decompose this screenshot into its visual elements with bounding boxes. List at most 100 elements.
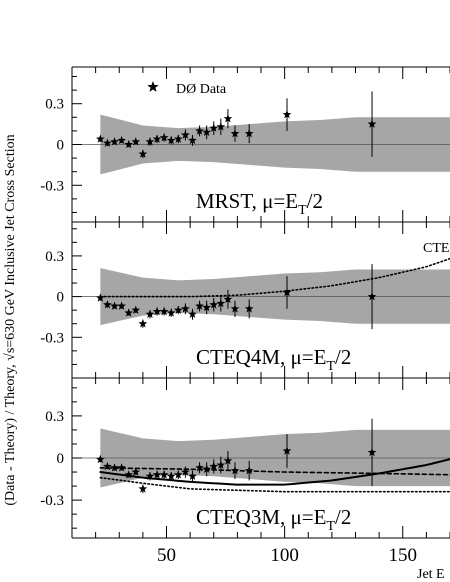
x-tick-label: 50 bbox=[157, 545, 176, 566]
data-point bbox=[216, 122, 226, 131]
panel-title-main: CTEQ3M, μ=E bbox=[196, 505, 326, 529]
data-point bbox=[152, 134, 162, 143]
data-point bbox=[138, 484, 148, 493]
curve-label: CTE bbox=[423, 241, 449, 256]
theory-curve-1 bbox=[99, 457, 450, 486]
data-point bbox=[367, 292, 377, 301]
data-point bbox=[202, 127, 212, 136]
data-point bbox=[159, 133, 169, 142]
data-point bbox=[131, 467, 141, 476]
y-tick-label: 0.3 bbox=[45, 249, 64, 265]
data-point bbox=[181, 130, 190, 139]
data-point bbox=[216, 460, 226, 469]
y-tick-label: 0.3 bbox=[45, 409, 64, 425]
theory-curve-3 bbox=[99, 476, 450, 493]
data-point bbox=[152, 470, 162, 479]
data-point bbox=[173, 134, 183, 143]
data-point bbox=[138, 149, 148, 158]
x-tick-label: 100 bbox=[270, 545, 299, 566]
data-point bbox=[209, 461, 219, 471]
panel-title-tail: /2 bbox=[335, 345, 351, 369]
data-point bbox=[209, 300, 219, 309]
data-point bbox=[173, 305, 183, 314]
theory-curve-1 bbox=[99, 257, 450, 298]
data-point bbox=[282, 287, 292, 297]
data-point bbox=[282, 446, 292, 455]
data-point bbox=[110, 463, 119, 472]
data-point bbox=[173, 470, 183, 479]
data-point bbox=[159, 306, 169, 316]
data-point bbox=[145, 309, 155, 318]
data-point bbox=[131, 137, 141, 146]
panel-title-subscript: T bbox=[298, 203, 307, 218]
panel-3: 0.3 0 -0.3 CTEQ3M, μ=ET/2 bbox=[40, 377, 450, 539]
data-point bbox=[95, 293, 105, 302]
data-point bbox=[117, 135, 126, 145]
data-point bbox=[181, 304, 190, 313]
x-tick-label: 150 bbox=[389, 545, 418, 566]
data-point bbox=[131, 305, 141, 314]
data-point bbox=[244, 304, 254, 313]
panel-title-tail: /2 bbox=[307, 189, 323, 213]
data-point bbox=[103, 300, 112, 309]
y-tick-label: 0 bbox=[57, 290, 65, 306]
panel-1: 0.3 0 -0.3 MRST, μ=ET/2 bbox=[40, 66, 450, 223]
data-point bbox=[223, 114, 233, 123]
data-point bbox=[117, 301, 126, 310]
data-point bbox=[209, 123, 219, 132]
data-point bbox=[188, 135, 197, 145]
data-point bbox=[223, 294, 233, 304]
data-point bbox=[124, 470, 134, 479]
data-point bbox=[124, 139, 134, 149]
legend-marker bbox=[147, 81, 159, 92]
theory-curve-2 bbox=[99, 467, 450, 476]
y-tick-label: 0.3 bbox=[45, 97, 64, 113]
data-point bbox=[166, 135, 176, 145]
panel-title: CTEQ3M, μ=ET/2 bbox=[196, 505, 351, 534]
data-point bbox=[188, 471, 197, 480]
data-point bbox=[195, 301, 204, 310]
panel-title-tail: /2 bbox=[335, 505, 351, 529]
panel-title-main: MRST, μ=E bbox=[196, 189, 298, 213]
panel-title-subscript: T bbox=[326, 519, 335, 534]
data-point bbox=[103, 138, 112, 147]
data-point bbox=[159, 470, 169, 479]
data-point bbox=[110, 137, 119, 146]
legend-label: DØ Data bbox=[176, 82, 227, 97]
y-tick-label: -0.3 bbox=[40, 178, 64, 194]
data-point bbox=[145, 137, 155, 146]
data-point bbox=[152, 306, 162, 316]
data-point bbox=[117, 463, 126, 472]
y-tick-label: -0.3 bbox=[40, 330, 64, 346]
data-point bbox=[95, 454, 105, 464]
panel-2: 0.3 0 -0.3 CTEQ4M, μ=ET/2 bbox=[40, 221, 450, 379]
panel-title-subscript: T bbox=[326, 359, 335, 374]
panel-title: MRST, μ=ET/2 bbox=[196, 189, 323, 218]
data-point bbox=[367, 119, 377, 128]
data-point bbox=[138, 319, 148, 328]
data-point bbox=[110, 301, 119, 310]
y-tick-label: 0 bbox=[57, 451, 65, 467]
data-point bbox=[195, 126, 204, 135]
data-point bbox=[230, 304, 240, 313]
data-point bbox=[230, 466, 240, 475]
y-axis-label: (Data - Theory) / Theory, √s=630 GeV Inc… bbox=[3, 134, 18, 505]
panel-title: CTEQ4M, μ=ET/2 bbox=[196, 345, 351, 374]
data-point bbox=[223, 456, 233, 465]
data-point bbox=[145, 471, 155, 480]
data-point bbox=[95, 134, 105, 143]
data-point bbox=[124, 308, 134, 317]
data-point bbox=[367, 447, 377, 457]
data-point bbox=[188, 309, 197, 318]
data-point bbox=[195, 463, 204, 472]
data-point bbox=[202, 302, 212, 312]
data-point bbox=[103, 461, 112, 471]
data-point bbox=[166, 471, 176, 480]
data-point bbox=[181, 467, 190, 476]
data-point bbox=[230, 129, 240, 138]
data-point bbox=[202, 464, 212, 473]
data-point bbox=[282, 109, 292, 119]
data-point bbox=[244, 466, 254, 475]
